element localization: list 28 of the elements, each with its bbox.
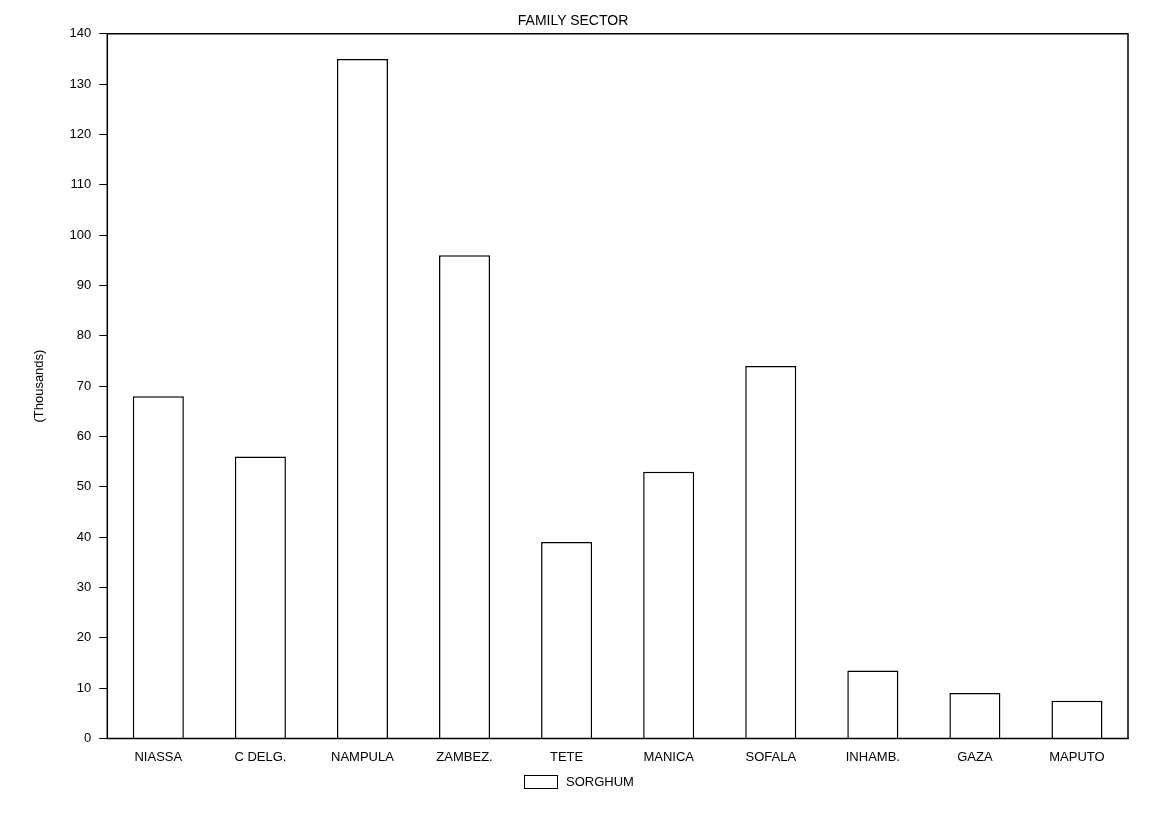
y-tick-label: 100 [69, 226, 92, 242]
y-tick-label: 80 [76, 327, 92, 343]
y-tick-label: 40 [76, 528, 92, 544]
y-tick-label: 60 [76, 428, 92, 444]
y-tick-label: 30 [76, 578, 92, 594]
y-tick-label: 140 [69, 25, 92, 41]
y-tick-label: 50 [76, 478, 92, 494]
x-tick-label: C DELG. [234, 748, 287, 764]
y-tick-label: 130 [69, 75, 92, 91]
chart-title: FAMILY SECTOR [517, 12, 629, 29]
y-tick-label: 10 [76, 679, 92, 695]
x-tick-label: SOFALA [745, 748, 797, 764]
y-axis-title: (Thousands) [31, 349, 47, 423]
text: SORGHUM [566, 774, 634, 789]
x-tick-label: NIASSA [134, 748, 183, 764]
x-tick-label: NAMPULA [331, 748, 395, 764]
x-tick-label: MAPUTO [1049, 748, 1105, 764]
y-tick-label: 20 [76, 629, 92, 645]
x-tick-label: GAZA [957, 748, 993, 764]
x-tick-label: ZAMBEZ. [436, 748, 493, 764]
x-tick-label: TETE [549, 748, 584, 764]
y-tick-label: 90 [76, 277, 92, 293]
x-tick-label: MANICA [643, 748, 695, 764]
x-tick-label: INHAMB. [845, 748, 900, 764]
y-tick-label: 70 [76, 377, 92, 393]
y-tick-label: 0 [84, 729, 92, 745]
y-tick-label: 110 [70, 176, 92, 192]
y-tick-label: 120 [69, 126, 92, 142]
